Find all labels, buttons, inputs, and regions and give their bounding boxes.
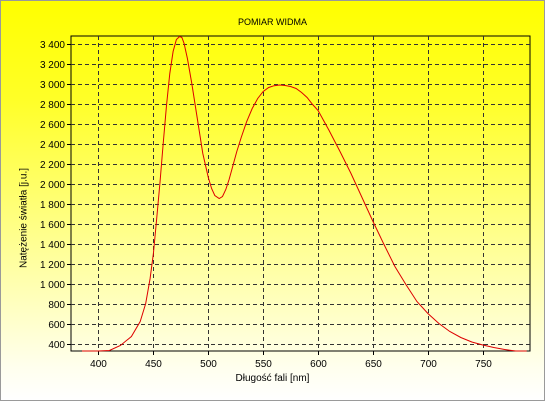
x-tick-label: 450 [145, 359, 162, 370]
y-tick-label: 3 400 [40, 40, 65, 51]
x-tick-label: 750 [475, 359, 492, 370]
y-tick-label: 1 200 [40, 260, 65, 271]
y-tick-label: 2 800 [40, 100, 65, 111]
axis-ticks: 400 450 500 550 600 650 700 750 400 600 800 1 000 1 … [40, 40, 492, 370]
y-tick-label: 600 [48, 320, 65, 331]
chart-title: POMIAR WIDMA [238, 17, 307, 27]
y-tick-label: 1 800 [40, 200, 65, 211]
x-axis-label: Długość fali [nm] [235, 373, 310, 384]
y-tick-label: 2 600 [40, 120, 65, 131]
y-tick-label: 400 [48, 340, 65, 351]
y-tick-label: 1 600 [40, 220, 65, 231]
y-tick-label: 2 200 [40, 160, 65, 171]
plot-area [70, 35, 531, 352]
y-tick-label: 3 200 [40, 60, 65, 71]
y-tick-label: 2 400 [40, 140, 65, 151]
x-tick-label: 600 [310, 359, 327, 370]
grid-lines [71, 36, 530, 351]
y-tick-label: 2 000 [40, 180, 65, 191]
spectrum-line [82, 35, 527, 352]
y-tick-label: 1 000 [40, 280, 65, 291]
x-tick-label: 650 [365, 359, 382, 370]
y-tick-label: 1 400 [40, 240, 65, 251]
x-tick-label: 550 [255, 359, 272, 370]
y-tick-label: 3 000 [40, 80, 65, 91]
x-tick-label: 700 [420, 359, 437, 370]
y-tick-label: 800 [48, 300, 65, 311]
x-tick-label: 400 [90, 359, 107, 370]
x-tick-label: 500 [200, 359, 217, 370]
